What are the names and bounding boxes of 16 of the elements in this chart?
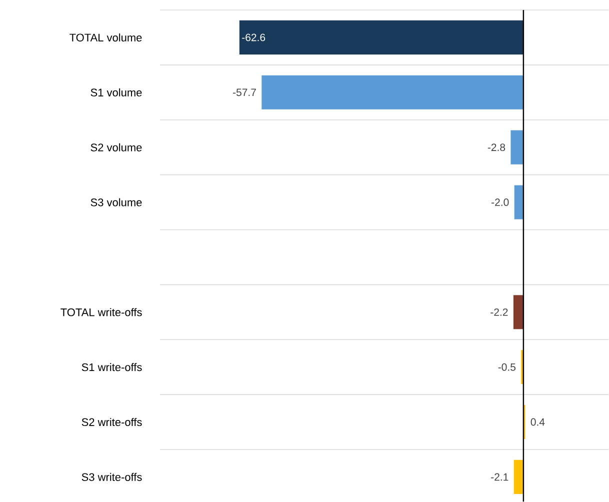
data-label: -57.7	[233, 88, 256, 96]
y-tick-label: TOTAL volume	[70, 33, 142, 42]
data-label: -2.2	[490, 308, 508, 316]
data-label: -0.5	[498, 363, 516, 371]
data-label: -2.8	[488, 143, 506, 151]
data-label: -2.0	[492, 198, 509, 206]
y-tick-label: S3 volume	[90, 198, 142, 206]
y-tick-label: S1 volume	[90, 88, 142, 96]
y-tick-label: S2 volume	[90, 143, 142, 152]
y-tick-label: S1 write-offs	[82, 362, 142, 371]
y-tick-label: S3 write-offs	[82, 472, 142, 481]
data-label: -2.1	[491, 473, 508, 480]
data-label: -62.6	[242, 34, 266, 42]
y-tick-label: S2 write-offs	[82, 418, 142, 426]
y-tick-label: TOTAL write-offs	[60, 308, 142, 316]
data-label: 0.4	[530, 418, 545, 426]
